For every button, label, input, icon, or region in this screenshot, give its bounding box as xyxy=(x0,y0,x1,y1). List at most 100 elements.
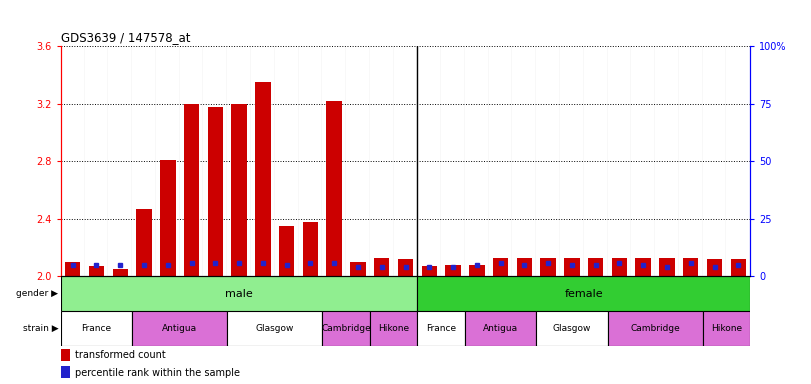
Bar xyxy=(370,46,393,276)
Bar xyxy=(611,258,627,276)
Bar xyxy=(327,101,342,276)
Bar xyxy=(441,46,465,276)
Bar xyxy=(227,46,251,276)
Bar xyxy=(465,46,489,276)
Bar xyxy=(180,46,204,276)
Bar xyxy=(322,311,370,346)
Bar xyxy=(536,311,607,346)
Bar xyxy=(61,276,418,311)
Bar xyxy=(132,46,156,276)
Bar xyxy=(374,258,389,276)
Bar xyxy=(564,258,580,276)
Bar xyxy=(227,311,322,346)
Bar xyxy=(679,46,702,276)
Bar xyxy=(465,311,536,346)
Bar xyxy=(702,46,727,276)
Text: strain ▶: strain ▶ xyxy=(23,324,58,333)
Bar xyxy=(156,46,180,276)
Bar xyxy=(393,46,418,276)
Bar xyxy=(346,46,370,276)
Bar xyxy=(65,262,80,276)
Bar xyxy=(631,46,655,276)
Bar xyxy=(84,46,109,276)
Bar xyxy=(607,46,631,276)
Bar xyxy=(469,265,484,276)
Bar xyxy=(370,311,418,346)
Bar xyxy=(61,46,84,276)
Bar xyxy=(255,82,271,276)
Bar xyxy=(109,46,132,276)
Bar xyxy=(113,269,128,276)
Text: Antigua: Antigua xyxy=(162,324,197,333)
Bar xyxy=(465,46,489,276)
Bar xyxy=(418,46,441,276)
Bar xyxy=(180,46,204,276)
Bar xyxy=(445,265,461,276)
Bar xyxy=(397,259,414,276)
Text: France: France xyxy=(426,324,457,333)
Bar xyxy=(607,46,631,276)
Bar xyxy=(322,46,346,276)
Bar xyxy=(727,46,750,276)
Bar xyxy=(227,46,251,276)
Text: France: France xyxy=(81,324,112,333)
Bar xyxy=(350,262,366,276)
Bar xyxy=(584,46,607,276)
Bar xyxy=(303,222,318,276)
Bar xyxy=(109,46,132,276)
Bar xyxy=(584,46,607,276)
Bar xyxy=(513,46,536,276)
Bar xyxy=(536,46,560,276)
Bar xyxy=(679,46,702,276)
Bar xyxy=(727,46,750,276)
Bar xyxy=(702,311,750,346)
Text: percentile rank within the sample: percentile rank within the sample xyxy=(75,367,239,377)
Bar xyxy=(204,46,227,276)
Bar xyxy=(346,46,370,276)
Bar xyxy=(156,46,180,276)
Bar xyxy=(560,46,584,276)
Text: female: female xyxy=(564,289,603,299)
Bar xyxy=(275,46,298,276)
Bar xyxy=(132,46,156,276)
Bar xyxy=(231,104,247,276)
Bar xyxy=(422,266,437,276)
Text: GDS3639 / 147578_at: GDS3639 / 147578_at xyxy=(61,31,191,44)
Bar xyxy=(513,46,536,276)
Text: gender ▶: gender ▶ xyxy=(16,289,58,298)
Bar xyxy=(536,46,560,276)
Bar xyxy=(517,258,532,276)
Bar xyxy=(156,46,180,276)
Bar xyxy=(393,46,418,276)
Bar xyxy=(208,106,223,276)
Bar xyxy=(61,366,71,379)
Bar xyxy=(631,46,655,276)
Bar xyxy=(298,46,322,276)
Bar xyxy=(160,160,175,276)
Bar xyxy=(655,46,679,276)
Bar xyxy=(298,46,322,276)
Bar xyxy=(84,46,109,276)
Bar xyxy=(631,46,655,276)
Bar xyxy=(61,46,84,276)
Bar xyxy=(679,46,702,276)
Text: Glasgow: Glasgow xyxy=(553,324,591,333)
Bar xyxy=(393,46,418,276)
Bar xyxy=(88,266,104,276)
Bar xyxy=(204,46,227,276)
Bar xyxy=(655,46,679,276)
Bar xyxy=(136,209,152,276)
Bar xyxy=(418,46,441,276)
Bar xyxy=(346,46,370,276)
Bar xyxy=(489,46,513,276)
Bar xyxy=(204,46,227,276)
Text: Cambridge: Cambridge xyxy=(321,324,371,333)
Bar xyxy=(132,311,227,346)
Text: Antigua: Antigua xyxy=(483,324,518,333)
Bar xyxy=(659,258,675,276)
Bar xyxy=(540,258,556,276)
Bar xyxy=(275,46,298,276)
Bar xyxy=(370,46,393,276)
Bar xyxy=(298,46,322,276)
Bar xyxy=(584,46,607,276)
